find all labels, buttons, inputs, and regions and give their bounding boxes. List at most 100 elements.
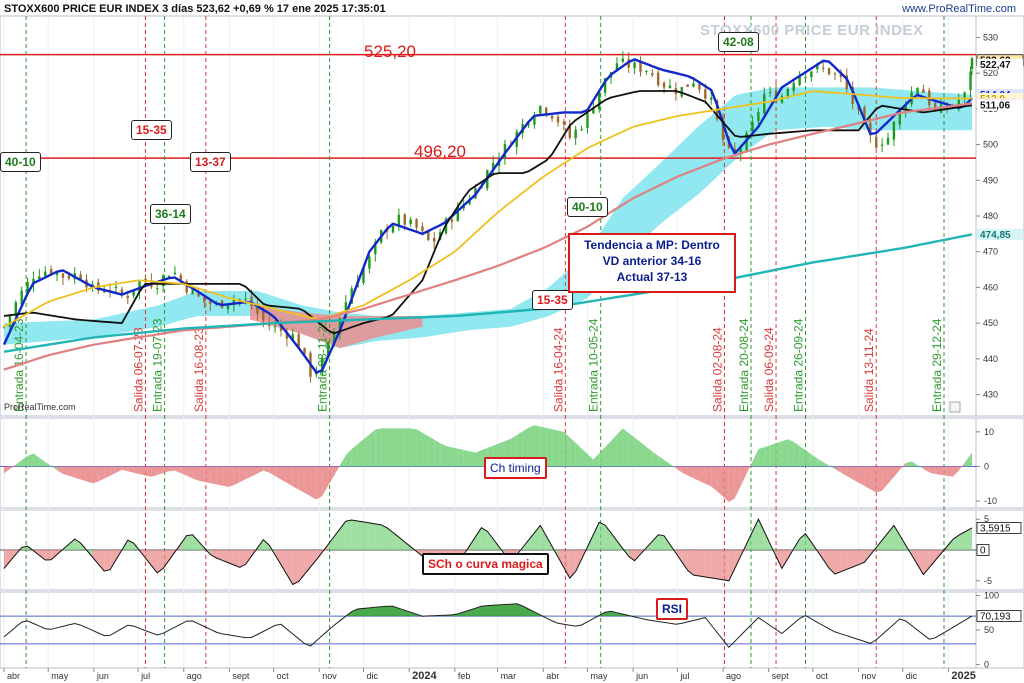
candle-body [651, 73, 654, 76]
osc-fill [210, 550, 217, 558]
candle-body [533, 115, 536, 125]
candle-body [556, 116, 560, 123]
osc-fill [864, 466, 871, 490]
osc-fill [204, 466, 211, 484]
candle-body [126, 295, 129, 299]
sub-tick-label: 5 [984, 514, 989, 524]
rsi-line [3, 603, 973, 649]
osc-fill [446, 446, 452, 467]
osc-fill [823, 550, 830, 569]
osc-fill [33, 453, 40, 467]
osc-fill [475, 527, 482, 550]
osc-fill [357, 520, 364, 550]
osc-fill [245, 550, 252, 565]
osc-fill [599, 522, 606, 550]
osc-fill [392, 428, 399, 467]
sub-tick-label: 100 [984, 590, 999, 600]
osc-fill [263, 539, 270, 550]
osc-fill [387, 527, 393, 550]
osc-fill [227, 550, 234, 565]
osc-fill [546, 427, 553, 467]
candle-body [279, 326, 283, 331]
candle-body [415, 219, 418, 228]
candle-body [244, 299, 247, 301]
osc-fill [964, 528, 971, 550]
osc-fill [834, 550, 841, 575]
osc-fill [369, 429, 376, 467]
sub-tick-label: 50 [984, 625, 994, 635]
cloud-bearish-segment [250, 305, 423, 349]
osc-fill [522, 427, 529, 467]
osc-fill [616, 428, 623, 467]
osc-fill [646, 446, 653, 467]
osc-fill [652, 451, 659, 467]
osc-fill [434, 439, 441, 467]
x-tick-label: oct [277, 671, 290, 681]
candle-body [102, 291, 106, 293]
ma-blue-line [2, 58, 973, 374]
candle-body [421, 226, 424, 232]
candle-body [757, 112, 760, 122]
osc-fill [263, 466, 270, 473]
event-label: Entrada 29-12-24 [930, 318, 944, 412]
sub-tick-label: 10 [984, 427, 994, 437]
osc-fill [752, 519, 759, 550]
osc-fill [658, 455, 665, 467]
osc-fill [9, 550, 16, 562]
candle-body [922, 89, 925, 93]
osc-fill [917, 465, 924, 469]
osc-fill [705, 466, 712, 487]
osc-fill [322, 466, 329, 496]
osc-fill [717, 550, 724, 580]
x-tick-label: oct [816, 671, 829, 681]
candle-body [739, 147, 742, 155]
osc-fill [563, 550, 570, 579]
candle-body [633, 62, 636, 69]
osc-fill [440, 443, 447, 467]
osc-fill [634, 550, 641, 561]
osc-fill [781, 439, 788, 467]
candle-body [8, 315, 12, 327]
brand-link[interactable]: www.ProRealTime.com [902, 3, 1016, 15]
osc-fill [681, 466, 688, 476]
osc-fill [540, 426, 547, 467]
osc-fill [351, 444, 358, 467]
osc-fill [404, 541, 411, 550]
osc-fill [693, 466, 700, 481]
candle-body [456, 206, 459, 222]
osc-fill [269, 466, 276, 476]
event-label: Entrada 10-05-24 [587, 318, 601, 412]
osc-fill [186, 466, 193, 479]
osc-fill [829, 550, 835, 575]
osc-fill [758, 447, 765, 467]
x-tick-label: feb [458, 671, 471, 681]
support-level-label: 496,20 [414, 142, 466, 161]
osc-fill [776, 441, 782, 467]
osc-fill [457, 448, 464, 467]
candle-body [845, 75, 848, 90]
osc-fill [534, 425, 541, 467]
osc-fill [104, 550, 111, 572]
x-tick-label: may [51, 671, 69, 681]
osc-fill [776, 550, 782, 569]
osc-fill [946, 466, 953, 477]
osc-fill [935, 466, 942, 475]
candle-body [892, 121, 896, 140]
osc-fill [51, 466, 58, 471]
candle-body [904, 104, 907, 111]
osc-fill [222, 466, 228, 487]
osc-fill [192, 466, 199, 481]
sub-tick-label: 0 [984, 461, 989, 471]
osc-fill [86, 466, 93, 484]
osc-fill [74, 538, 81, 550]
candle-body [191, 289, 194, 295]
osc-fill [357, 439, 364, 467]
osc-fill [923, 550, 930, 575]
candle-body [303, 347, 306, 354]
osc-fill [764, 445, 771, 467]
osc-fill [958, 462, 965, 471]
osc-fill [911, 461, 918, 467]
osc-fill [557, 550, 564, 568]
osc-fill [581, 448, 588, 467]
